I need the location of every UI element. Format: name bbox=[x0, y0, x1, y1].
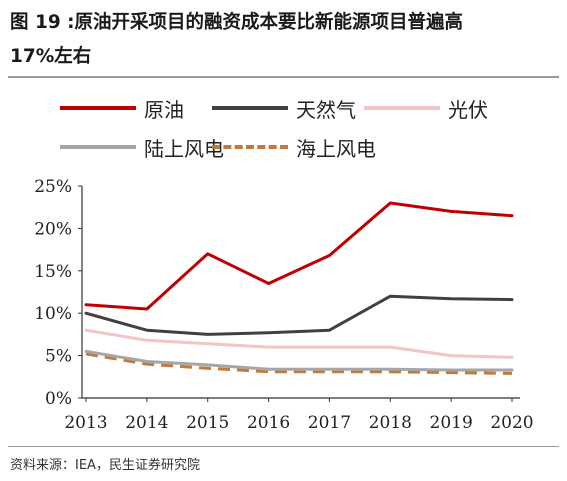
figure-title-line-1: 图 19 :原油开采项目的融资成本要比新能源项目普遍高 bbox=[10, 12, 464, 33]
series-line bbox=[84, 201, 514, 311]
legend-swatch-offshore-wind bbox=[212, 145, 288, 149]
legend-label-solar-pv: 光伏 bbox=[448, 97, 488, 122]
x-tick-label: 2020 bbox=[490, 413, 533, 433]
legend-swatch-solar-pv bbox=[364, 106, 440, 110]
legend-swatch-natural-gas bbox=[212, 106, 288, 110]
x-tick-label: 2016 bbox=[247, 413, 290, 433]
series-line bbox=[84, 294, 514, 336]
figure-title: 图 19 :原油开采项目的融资成本要比新能源项目普遍高 17%左右 bbox=[10, 6, 560, 74]
legend-item-offshore-wind: 海上风电 bbox=[212, 133, 376, 161]
legend-item-crude-oil: 原油 bbox=[60, 94, 184, 122]
x-tick-label: 2018 bbox=[369, 413, 412, 433]
title-divider bbox=[8, 76, 559, 78]
series-line bbox=[85, 352, 513, 375]
figure-title-line-2: 17%左右 bbox=[10, 46, 92, 67]
legend-item-solar-pv: 光伏 bbox=[364, 94, 488, 122]
x-tick-label: 2015 bbox=[186, 413, 229, 433]
legend-label-natural-gas: 天然气 bbox=[296, 97, 356, 122]
y-tick-label: 5% bbox=[45, 347, 72, 367]
legend-label-onshore-wind: 陆上风电 bbox=[144, 136, 224, 161]
y-tick-label: 25% bbox=[34, 177, 72, 197]
legend-item-onshore-wind: 陆上风电 bbox=[60, 133, 224, 161]
chart-legend: 原油 天然气 光伏 陆上风电 海上风电 bbox=[0, 88, 567, 168]
series-line bbox=[84, 349, 514, 372]
source-note: 资料来源：IEA，民生证券研究院 bbox=[10, 458, 200, 473]
y-tick-label: 0% bbox=[45, 389, 72, 409]
legend-item-natural-gas: 天然气 bbox=[212, 94, 356, 122]
legend-swatch-crude-oil bbox=[60, 106, 136, 110]
x-tick-label: 2013 bbox=[64, 413, 107, 433]
legend-label-offshore-wind: 海上风电 bbox=[296, 136, 376, 161]
series-line bbox=[84, 328, 514, 359]
legend-swatch-onshore-wind bbox=[60, 145, 136, 149]
x-tick-label: 2017 bbox=[308, 413, 351, 433]
y-tick-label: 15% bbox=[34, 262, 72, 282]
x-tick-label: 2019 bbox=[430, 413, 473, 433]
source-divider bbox=[8, 446, 559, 447]
x-tick-label: 2014 bbox=[125, 413, 168, 433]
legend-label-crude-oil: 原油 bbox=[144, 97, 184, 122]
y-tick-label: 20% bbox=[34, 219, 72, 239]
y-tick-label: 10% bbox=[34, 304, 72, 324]
